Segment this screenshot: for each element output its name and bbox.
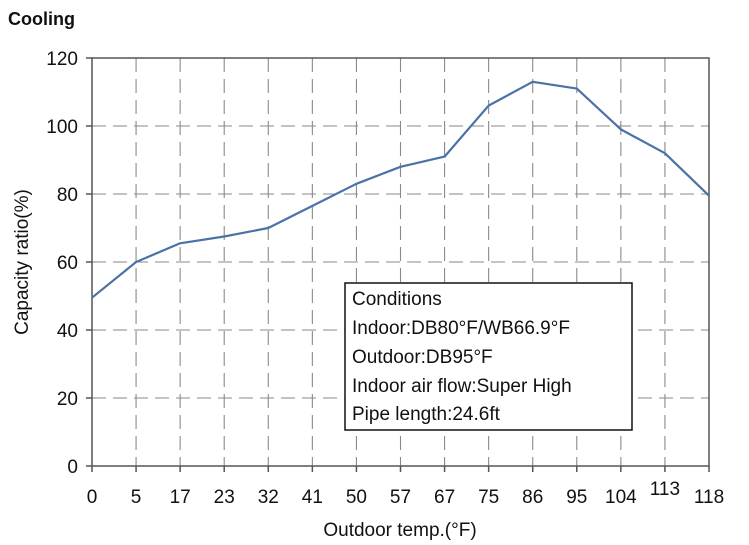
y-tick-label: 80 xyxy=(57,185,78,206)
x-tick-label: 86 xyxy=(522,487,543,508)
series-layer xyxy=(91,80,710,299)
y-tick-label: 20 xyxy=(57,389,78,410)
x-tick-label: 118 xyxy=(694,487,724,508)
y-tick-label: 60 xyxy=(57,253,78,274)
conditions-title: Conditions xyxy=(352,289,442,310)
x-tick-label: 57 xyxy=(390,487,411,508)
x-tick-label: 75 xyxy=(478,487,499,508)
x-tick-label: 5 xyxy=(131,487,142,508)
x-tick-label: 67 xyxy=(434,487,455,508)
x-tick-label: 50 xyxy=(346,487,367,508)
x-tick-label: 32 xyxy=(258,487,279,508)
x-tick-label: 0 xyxy=(87,487,98,508)
x-tick-label: 23 xyxy=(214,487,235,508)
x-tick-label: 104 xyxy=(605,487,637,508)
y-tick-label: 120 xyxy=(46,49,78,70)
y-tick-label: 0 xyxy=(67,457,78,478)
y-tick-label: 100 xyxy=(46,117,78,138)
x-tick-label: 95 xyxy=(566,487,587,508)
x-tick-label: 41 xyxy=(302,487,323,508)
conditions-indoor: Indoor:DB80°F/WB66.9°F xyxy=(352,318,570,339)
y-tick-label: 40 xyxy=(57,321,78,342)
conditions-outdoor: Outdoor:DB95°F xyxy=(352,347,493,368)
x-tick-label: 17 xyxy=(170,487,191,508)
x-axis-label: Outdoor temp.(°F) xyxy=(323,520,476,541)
y-axis-ticks: 0 20 40 60 80 100 120 xyxy=(46,49,92,478)
x-axis-ticks: 0 5 17 23 32 41 50 57 67 75 86 95 104 113 118 xyxy=(87,466,724,508)
x-tick-label: 113 xyxy=(650,479,680,500)
conditions-pipe-length: Pipe length:24.6ft xyxy=(352,404,501,425)
conditions-box-frame xyxy=(344,282,633,431)
chart-title: Cooling xyxy=(8,9,75,29)
y-axis-label: Capacity ratio(%) xyxy=(12,189,33,335)
conditions-airflow: Indoor air flow:Super High xyxy=(352,376,572,397)
conditions-box: Conditions Indoor:DB80°F/WB66.9°F Outdoo… xyxy=(344,282,633,431)
series-line xyxy=(91,80,710,299)
